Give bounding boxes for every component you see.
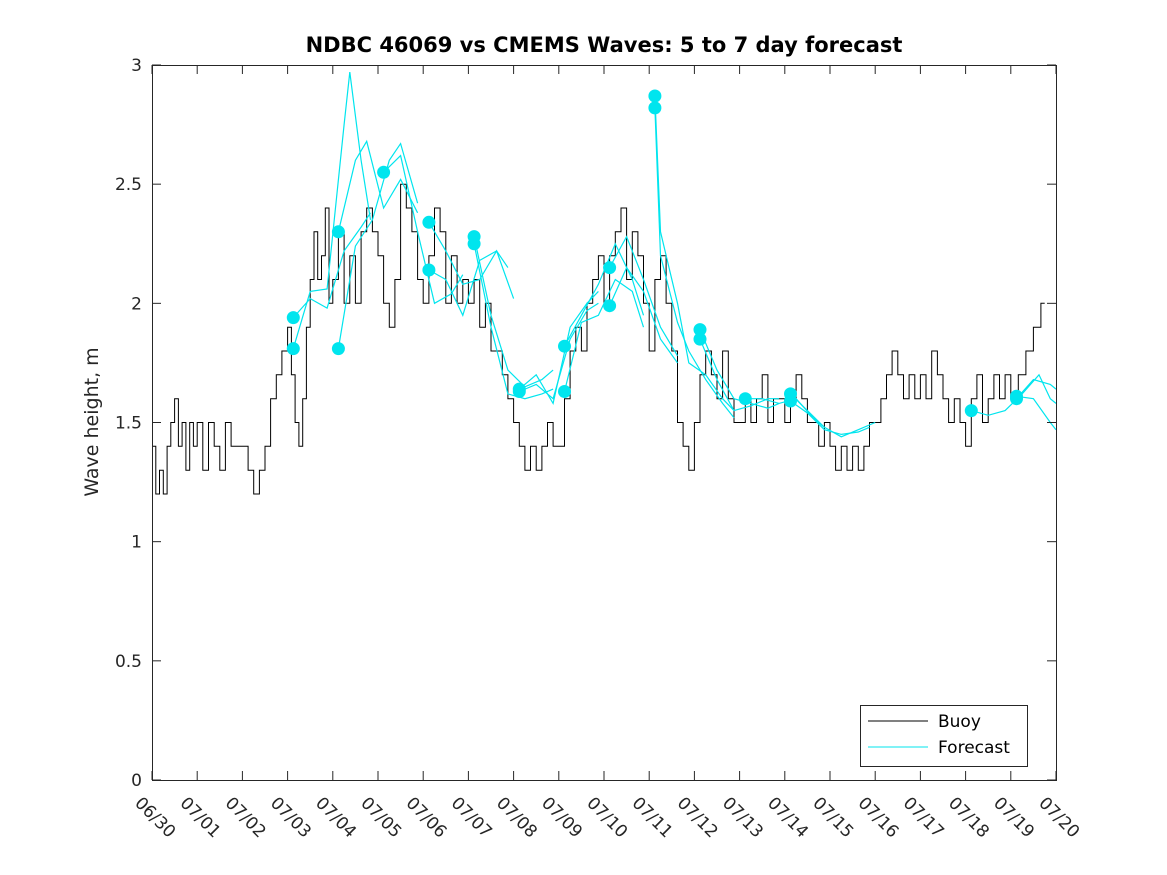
forecast-start-marker — [648, 101, 662, 115]
buoy-series — [152, 183, 1045, 495]
forecast-start-marker — [286, 311, 300, 325]
y-tick-label: 3 — [131, 56, 142, 76]
forecast-start-marker — [648, 89, 662, 103]
legend-forecast-label: Forecast — [938, 738, 1010, 758]
y-tick-label: 0 — [131, 771, 142, 791]
forecast-run-line — [519, 302, 599, 400]
forecast-run-line — [337, 142, 419, 349]
forecast-start-marker — [331, 342, 345, 356]
y-tick-label: 2 — [131, 294, 142, 314]
chart-title: NDBC 46069 vs CMEMS Waves: 5 to 7 day fo… — [306, 33, 903, 57]
forecast-start-marker — [467, 237, 481, 251]
forecast-start-marker — [331, 225, 345, 239]
y-axis-label: Wave height, m — [81, 347, 103, 496]
forecast-run-line — [428, 250, 509, 317]
forecast-run-line — [428, 221, 515, 299]
forecast-run-line — [654, 107, 735, 419]
forecast-run-line — [1016, 378, 1057, 400]
forecast-start-marker — [1010, 389, 1023, 403]
forecast-run-line — [699, 338, 780, 412]
forecast-start-marker — [286, 342, 300, 356]
legend-buoy-label: Buoy — [938, 712, 981, 732]
forecast-start-marker — [558, 385, 571, 398]
legend-box — [860, 705, 1028, 767]
y-axis-ticks: 0 0.5 1 1.5 2 2.5 3 — [115, 56, 1056, 791]
forecast-start-marker — [512, 385, 526, 398]
forecast-start-marker — [964, 404, 978, 418]
forecast-run-line — [654, 95, 735, 412]
forecast-start-marker — [784, 394, 797, 408]
y-tick-label: 1.5 — [115, 414, 142, 434]
y-tick-label: 0.5 — [115, 652, 142, 672]
forecast-start-marker — [738, 392, 752, 406]
forecast-start-marker — [422, 215, 436, 229]
buoy-line — [152, 183, 1045, 495]
plot-area — [152, 65, 1057, 781]
forecast-run-line — [473, 236, 554, 388]
forecast-run-line — [790, 400, 870, 436]
forecast-start-marker — [603, 261, 617, 275]
legend: Buoy Forecast — [860, 705, 1028, 767]
forecast-start-marker — [693, 323, 707, 337]
forecast-run-line — [337, 139, 419, 232]
forecast-run-line — [563, 278, 645, 392]
forecast-markers — [286, 89, 1023, 418]
forecast-start-marker — [558, 339, 571, 353]
y-tick-label: 2.5 — [115, 175, 142, 195]
y-tick-label: 1 — [131, 533, 142, 553]
forecast-run-line — [609, 266, 678, 364]
forecast-start-marker — [377, 165, 391, 179]
forecast-start-marker — [603, 299, 617, 313]
forecast-run-line — [1016, 395, 1057, 431]
forecast-run-line — [292, 72, 372, 349]
axes-background — [152, 65, 1056, 780]
forecast-start-marker — [693, 332, 707, 346]
forecast-start-marker — [422, 263, 436, 277]
forecast-run-line — [609, 235, 679, 357]
